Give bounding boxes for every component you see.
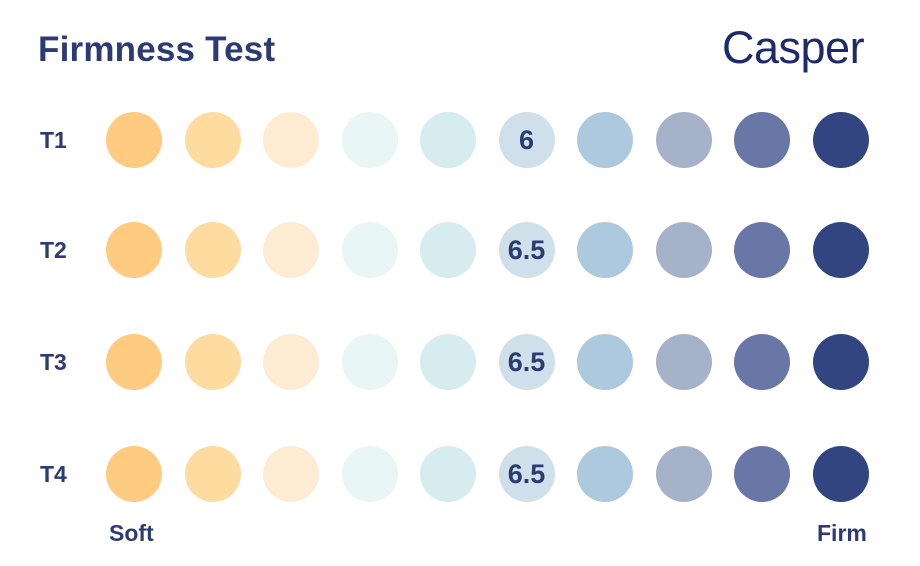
row-label-t2: T2: [40, 237, 67, 263]
soft-label: Soft: [109, 520, 154, 546]
scale-dot-t3-4: [341, 334, 398, 390]
scale-dot-t2-4: [341, 222, 398, 278]
scale-dot-t1-4: [341, 112, 398, 168]
scale-dot-t3-8: [655, 334, 712, 390]
row-label-t1: T1: [40, 127, 67, 153]
firm-label: Firm: [817, 520, 867, 546]
scale-dot-t3-7: [577, 334, 633, 390]
scale-dot-t4-3: [263, 446, 319, 502]
scale-dot-t4-10: [812, 446, 869, 502]
row-label-t4: T4: [40, 461, 67, 487]
scale-dot-t1-5: [420, 112, 476, 168]
scale-dot-t2-7: [577, 222, 633, 278]
scale-dot-t3-9: [734, 334, 790, 390]
scale-dot-t2-8: [655, 222, 712, 278]
scale-dot-t3-3: [263, 334, 319, 390]
scale-dot-t1-2: [184, 112, 241, 168]
value-marker-t2: 6.5: [498, 222, 555, 278]
value-marker-t4: 6.5: [498, 446, 555, 502]
scale-dot-t1-8: [655, 112, 712, 168]
scale-dot-t4-7: [577, 446, 633, 502]
scale-dot-t3-10: [812, 334, 869, 390]
scale-dot-t3-5: [420, 334, 476, 390]
scale-dot-t2-1: [106, 222, 162, 278]
scale-dot-t4-2: [184, 446, 241, 502]
scale-dot-t2-5: [420, 222, 476, 278]
scale-dot-t4-9: [734, 446, 790, 502]
scale-dot-t1-10: [812, 112, 869, 168]
scale-dot-t1-3: [263, 112, 319, 168]
scale-dot-t2-9: [734, 222, 790, 278]
scale-dot-t3-2: [184, 334, 241, 390]
scale-dot-t1-7: [577, 112, 633, 168]
scale-dot-t1-1: [106, 112, 162, 168]
row-label-t3: T3: [40, 349, 67, 375]
scale-dot-t3-1: [106, 334, 162, 390]
chart-title: Firmness Test: [38, 30, 276, 69]
scale-dot-t2-10: [812, 222, 869, 278]
scale-dot-t4-4: [341, 446, 398, 502]
scale-dot-t4-1: [106, 446, 162, 502]
value-marker-t3: 6.5: [498, 334, 555, 390]
scale-dot-t2-2: [184, 222, 241, 278]
brand-logo: Casper: [722, 22, 865, 73]
scale-dot-t4-5: [420, 446, 476, 502]
scale-dot-t2-3: [263, 222, 319, 278]
scale-dot-t1-9: [734, 112, 790, 168]
value-marker-t1: 6: [498, 112, 555, 168]
scale-dot-t4-8: [655, 446, 712, 502]
